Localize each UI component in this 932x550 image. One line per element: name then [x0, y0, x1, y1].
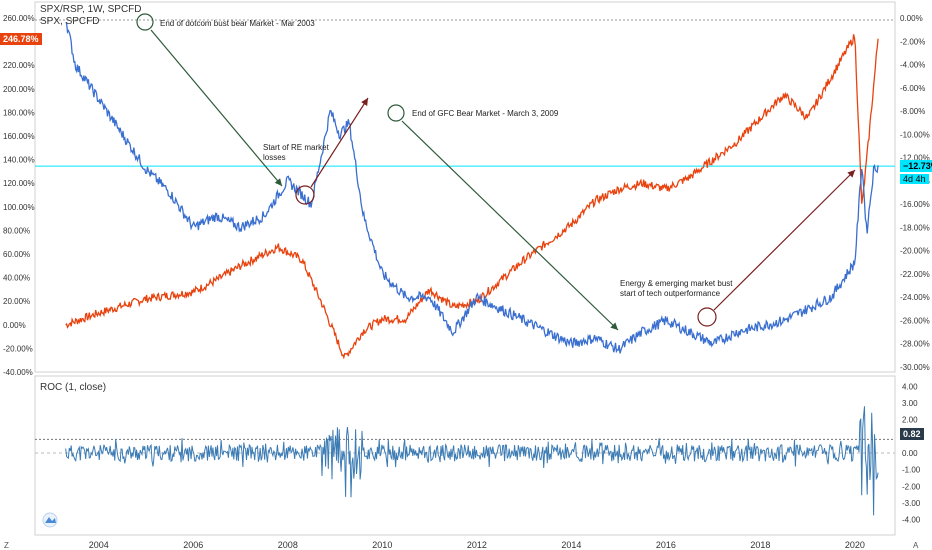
right-axis-tick: -30.00%: [900, 363, 930, 372]
right-axis-tick: -20.00%: [900, 247, 930, 256]
left-axis-tick: 60.00%: [3, 250, 30, 259]
roc-axis-tick: -1.00: [902, 466, 921, 475]
annotation-line: Start of RE market: [263, 143, 330, 152]
right-axis-tick: -2.00%: [900, 37, 925, 46]
series-layer: [65, 21, 879, 516]
right-axis-tick: -10.00%: [900, 130, 930, 139]
roc-pane-border: [34, 375, 896, 536]
right-axis-tick: -16.00%: [900, 200, 930, 209]
left-axis-tick: -20.00%: [3, 344, 33, 353]
right-axis-tick: -18.00%: [900, 223, 930, 232]
left-axis-tick: 160.00%: [3, 132, 35, 141]
right-axis-tick: 0.00%: [900, 14, 923, 23]
tradingview-logo: [42, 512, 58, 528]
annotation-arrow: [310, 97, 369, 188]
right-axis-tick: -26.00%: [900, 316, 930, 325]
annotation-text-1: End of dotcom bust bear Market - Mar 200…: [160, 19, 315, 28]
roc-axis-tick: -4.00: [902, 516, 921, 525]
annotation-circle: [387, 104, 405, 122]
title-line2: SPX, SPCFD: [40, 16, 100, 27]
annotation-circle: [697, 307, 717, 327]
right-axis-tick: -24.00%: [900, 293, 930, 302]
left-axis-tick: -40.00%: [3, 368, 33, 377]
x-axis-tick: 2008: [278, 540, 298, 550]
roc-axis-tick: 0.00: [902, 449, 918, 458]
right-time-badge: 4d 4h: [900, 174, 929, 184]
left-axis-tick: 140.00%: [3, 156, 35, 165]
x-axis-tick: 2006: [183, 540, 203, 550]
roc-axis-tick: -3.00: [902, 499, 921, 508]
annotation-line: Energy & emerging market bust: [620, 279, 733, 288]
annotation-arrow: [713, 169, 856, 311]
main-pane-border: [34, 1, 896, 373]
left-axis-tick: 120.00%: [3, 179, 35, 188]
axis-labels: 260.00%240.00%220.00%200.00%180.00%160.0…: [3, 14, 930, 550]
left-axis-tick: 260.00%: [3, 14, 35, 23]
left-axis-tick: 200.00%: [3, 85, 35, 94]
left-axis-tick: 0.00%: [3, 321, 26, 330]
annotation-line: End of dotcom bust bear Market - Mar 200…: [160, 19, 315, 28]
left-axis-tick: 80.00%: [3, 226, 30, 235]
orange-series-line: [65, 34, 879, 360]
annotation-arrows: [136, 13, 856, 331]
x-axis-tick: 2014: [561, 540, 581, 550]
x-axis-tick: 2018: [750, 540, 770, 550]
blue-series-line: [65, 21, 879, 354]
roc-last-value-badge: 0.82: [900, 428, 924, 440]
right-axis-tick: -12.00%: [900, 154, 930, 163]
right-axis-tick: -6.00%: [900, 84, 925, 93]
x-axis-tick: 2004: [89, 540, 109, 550]
right-axis-tick: -28.00%: [900, 340, 930, 349]
left-axis-tick: 220.00%: [3, 61, 35, 70]
title-line1: SPX/RSP, 1W, SPCFD: [40, 4, 142, 15]
x-axis-tick: 2016: [656, 540, 676, 550]
annotation-line: start of tech outperformance: [620, 289, 721, 298]
roc-axis-tick: 4.00: [902, 382, 918, 391]
left-axis-tick: 100.00%: [3, 203, 35, 212]
right-axis-tick: -8.00%: [900, 107, 925, 116]
right-last-value-badge: −12.73%: [900, 160, 932, 172]
roc-series-line: [65, 406, 879, 516]
roc-title: ROC (1, close): [40, 382, 107, 393]
left-last-value-badge: 246.78%: [0, 33, 42, 45]
right-axis-tick: -4.00%: [900, 61, 925, 70]
roc-axis-tick: -2.00: [902, 482, 921, 491]
chart-title: SPX/RSP, 1W, SPCFD SPX, SPCFD: [40, 4, 142, 28]
annotation-circle: [295, 185, 315, 205]
a-label: A: [913, 541, 919, 550]
annotation-circle: [136, 13, 154, 31]
roc-axis-tick: 3.00: [902, 399, 918, 408]
x-axis-tick: 2020: [845, 540, 865, 550]
left-axis-tick: 40.00%: [3, 274, 30, 283]
roc-axis-tick: 2.00: [902, 416, 918, 425]
logo-glyph: [45, 517, 56, 523]
annotation-text-3: End of GFC Bear Market - March 3, 2009: [412, 109, 559, 118]
z-label: Z: [4, 541, 9, 550]
right-axis-tick: -22.00%: [900, 270, 930, 279]
annotation-text-4: Energy & emerging market bust start of te…: [620, 279, 733, 298]
x-axis-tick: 2012: [467, 540, 487, 550]
x-axis-tick: 2010: [372, 540, 392, 550]
annotation-text-2: Start of RE market losses: [263, 143, 330, 162]
annotation-line: End of GFC Bear Market - March 3, 2009: [412, 109, 559, 118]
left-axis-tick: 20.00%: [3, 297, 30, 306]
left-axis-tick: 180.00%: [3, 108, 35, 117]
annotation-arrow: [401, 120, 619, 331]
annotation-arrow: [150, 29, 283, 187]
annotation-line: losses: [263, 153, 286, 162]
